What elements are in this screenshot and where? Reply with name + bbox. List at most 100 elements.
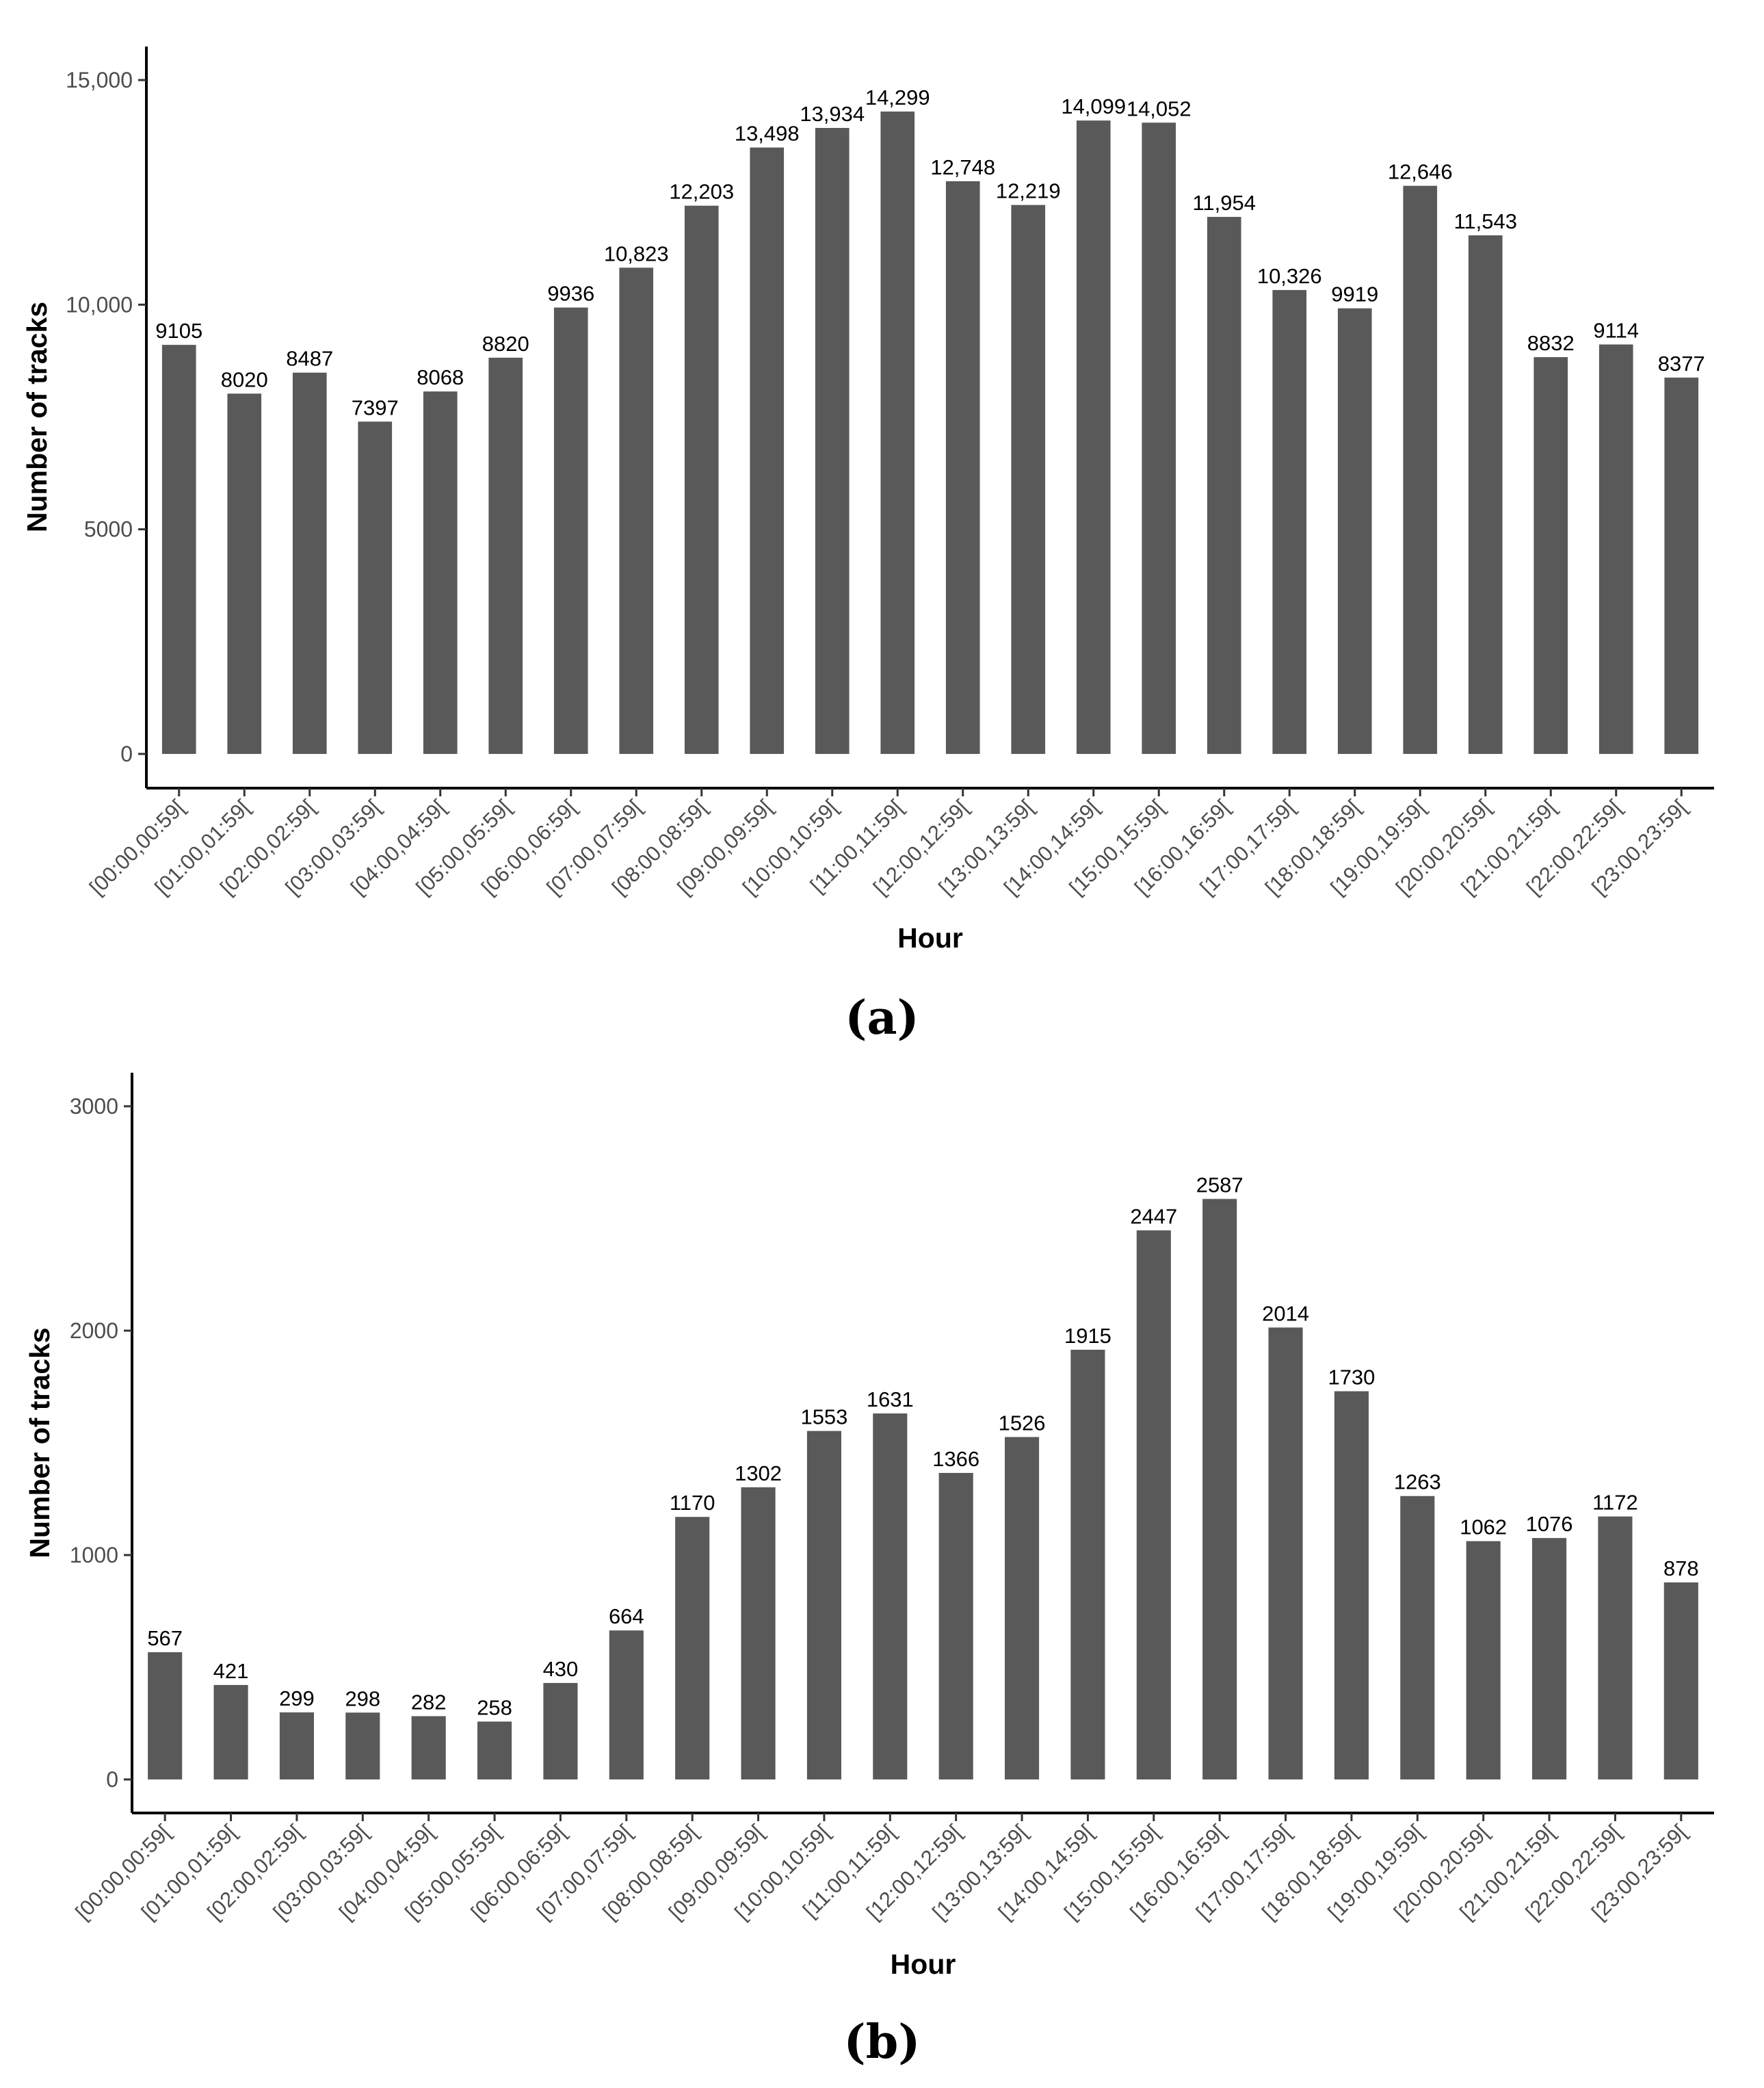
bar-value-label: 11,954 [1192,191,1256,215]
bar-value-label: 9919 [1331,283,1378,306]
chart-panel-a: 0 5000 10,000 15,000 9105 [00:00,00:59[8020 [0… [0,0,1764,1026]
bar [609,1630,644,1779]
bar [750,147,785,754]
bar [1533,357,1568,754]
bar-value-label: 9114 [1593,319,1639,343]
x-axis-title: Hour [891,1948,956,1980]
bar-value-label: 10,326 [1257,264,1322,288]
bar-value-label: 9105 [155,319,202,343]
y-tick-label: 10,000 [66,292,133,317]
bar-value-label: 1631 [867,1387,914,1411]
bar-value-label: 258 [477,1695,512,1719]
chart-panel-b: 0 1000 2000 3000 567 [00:00,00:59[421 [01:00,0… [0,1026,1764,2088]
bar [1207,217,1241,755]
bar-value-label: 1302 [735,1461,782,1485]
bar-value-label: 1076 [1526,1512,1573,1536]
bar-value-label: 8832 [1527,331,1575,355]
bar [358,421,393,754]
bar-value-label: 12,219 [996,179,1061,203]
bar [873,1413,908,1779]
bar-value-label: 430 [543,1657,579,1681]
bar-value-label: 282 [411,1691,447,1714]
bar-value-label: 1730 [1328,1366,1375,1389]
bar [213,1684,248,1779]
bar [411,1716,446,1779]
bar [279,1712,314,1779]
bar [1005,1437,1040,1779]
bar-value-label: 567 [147,1626,183,1650]
bar [423,391,458,754]
bar-value-label: 7397 [352,395,399,419]
bar-value-label: 8377 [1658,352,1705,376]
bar-value-label: 1170 [670,1491,715,1515]
bar [292,372,327,754]
bar [945,181,980,754]
bar [1076,120,1111,755]
bar-value-label: 8820 [482,332,529,356]
bar [1070,1349,1105,1779]
bar [1663,1582,1698,1779]
bar-value-label: 1366 [932,1447,979,1471]
y-axis-title: Number of tracks [24,1327,55,1558]
bar [227,393,262,754]
bar-value-label: 878 [1663,1556,1699,1580]
bar-value-label: 298 [345,1686,380,1710]
bar [345,1712,380,1779]
bar-value-label: 13,934 [800,102,865,126]
bar [1598,1516,1633,1779]
bar [1334,1391,1369,1779]
bar-value-label: 8487 [286,347,333,371]
caption-a: (a) [845,991,919,1045]
bar-value-label: 299 [279,1686,315,1710]
bar-value-label: 12,203 [669,180,734,204]
caption-b: (b) [843,2015,921,2070]
bar [619,267,654,754]
bar [675,1517,710,1779]
bar [477,1721,512,1779]
bar-value-label: 14,299 [865,86,930,109]
bar-value-label: 421 [213,1659,249,1683]
y-tick-label: 0 [106,1767,118,1792]
y-tick-label: 3000 [70,1094,118,1119]
bar-value-label: 11,543 [1453,209,1517,233]
bar-value-label: 14,099 [1061,94,1126,118]
bar [938,1472,973,1779]
bar-value-label: 664 [609,1604,644,1628]
y-tick-label: 0 [120,742,133,766]
bar [1202,1199,1237,1779]
bar-value-label: 1526 [999,1411,1046,1435]
bar-value-label: 14,052 [1127,96,1192,120]
bar-value-label: 13,498 [735,122,800,146]
bar [1337,308,1372,754]
bar [815,128,850,754]
bar [488,357,523,754]
bar [161,345,196,755]
bar-value-label: 8020 [221,367,268,391]
bar [741,1487,776,1779]
bar-value-label: 1263 [1394,1470,1441,1494]
bar-value-label: 9936 [547,282,594,306]
bar-value-label: 12,646 [1388,160,1453,184]
y-tick-label: 5000 [84,517,133,542]
bar [1468,235,1503,755]
bar [684,205,719,754]
bar [1142,122,1176,754]
y-tick-label: 15,000 [66,68,133,92]
bar [553,307,588,754]
bar [1268,1327,1303,1779]
bar [1532,1538,1567,1779]
bar [1400,1496,1435,1779]
bar-value-label: 1172 [1592,1491,1638,1515]
y-tick-label: 1000 [70,1543,118,1567]
bar-value-label: 2014 [1262,1301,1309,1325]
y-axis-title: Number of tracks [21,302,53,532]
y-tick-label: 2000 [70,1318,118,1343]
bar [1664,377,1699,754]
bar [1011,205,1046,754]
bar-chart-a: 0500010,00015,0009105[00:00,00:59[8020[0… [21,47,1714,954]
bar-value-label: 10,823 [604,242,669,265]
bar-value-label: 1553 [800,1405,847,1429]
bar [806,1431,841,1779]
bar [1136,1230,1171,1779]
bar-value-label: 12,748 [930,155,995,179]
